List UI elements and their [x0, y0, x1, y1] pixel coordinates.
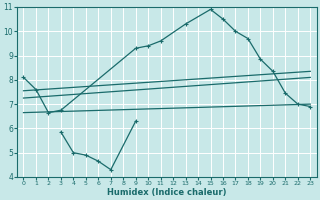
X-axis label: Humidex (Indice chaleur): Humidex (Indice chaleur) — [107, 188, 227, 197]
